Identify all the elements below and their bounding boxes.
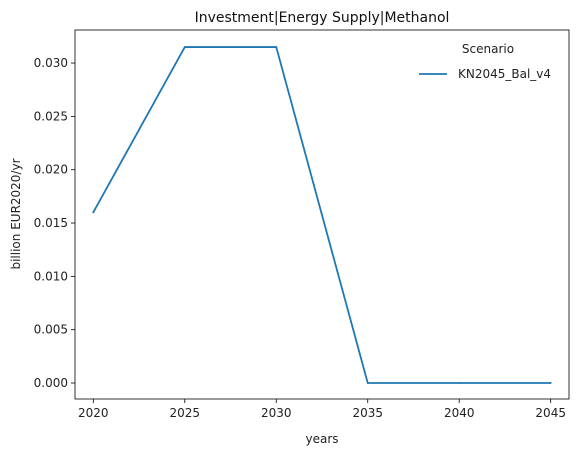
y-tick-label: 0.020: [34, 163, 68, 177]
x-tick-label: 2025: [170, 406, 201, 420]
x-tick-label: 2045: [535, 406, 566, 420]
x-axis-ticks: 2020 2025 2030 2035 2040 2045: [78, 399, 566, 420]
y-tick-label: 0.010: [34, 269, 68, 283]
x-tick-label: 2020: [78, 406, 109, 420]
chart-title: Investment|Energy Supply|Methanol: [195, 10, 450, 26]
x-tick-label: 2040: [444, 406, 475, 420]
x-tick-label: 2030: [261, 406, 292, 420]
series-layer: [92, 46, 552, 384]
y-tick-label: 0.025: [34, 109, 68, 123]
y-tick-label: 0.005: [34, 323, 68, 337]
x-axis-label: years: [305, 432, 338, 446]
series-point: [366, 382, 369, 384]
series-point: [458, 382, 461, 384]
series-point: [183, 46, 186, 48]
series-point: [549, 382, 552, 384]
legend-title: Scenario: [462, 42, 514, 56]
legend-series-label: KN2045_Bal_v4: [458, 67, 551, 81]
y-tick-label: 0.015: [34, 216, 68, 230]
plot-area-frame: [74, 29, 570, 400]
y-tick-label: 0.030: [34, 56, 68, 70]
y-tick-label: 0.000: [34, 376, 68, 390]
x-tick-label: 2035: [352, 406, 383, 420]
y-axis-label: billion EUR2020/yr: [9, 158, 23, 269]
series-line: [92, 46, 552, 384]
series-point: [275, 46, 278, 48]
legend: Scenario KN2045_Bal_v4: [419, 42, 551, 81]
series-point: [92, 211, 95, 214]
y-axis-ticks: 0.000 0.005 0.010 0.015 0.020 0.025 0.030: [34, 56, 75, 390]
